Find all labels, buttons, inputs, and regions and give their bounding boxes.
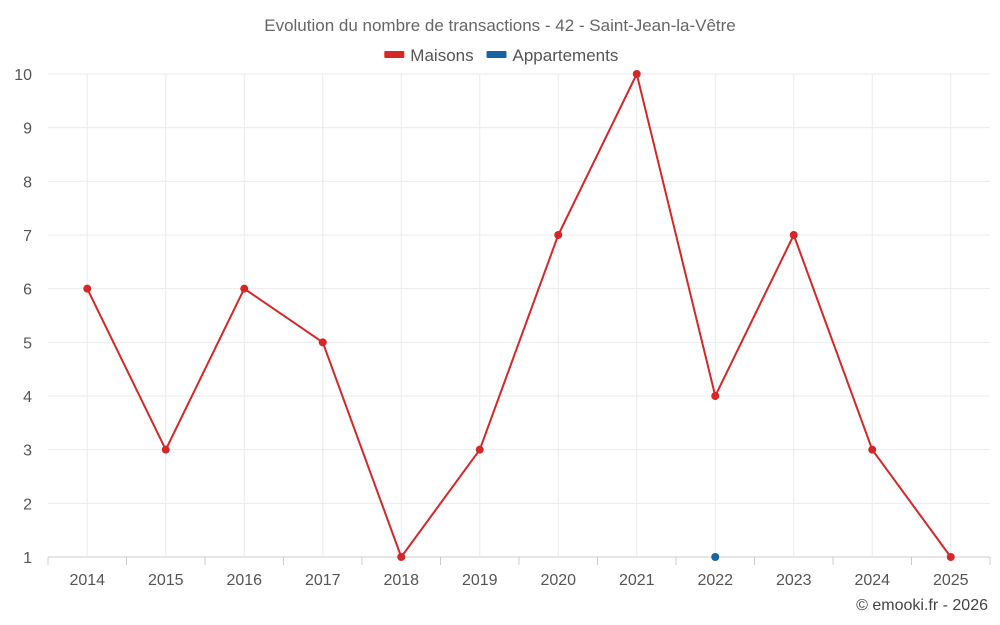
series-layer: [83, 70, 955, 561]
data-point: [711, 553, 720, 561]
y-axis: 1 2 3 4 5 6 7 8 9 10: [14, 67, 32, 567]
x-tick-label: 2019: [462, 572, 498, 589]
x-tick-label: 2014: [69, 572, 105, 589]
x-tick-label: 2023: [776, 572, 812, 589]
x-tick-label: 2015: [148, 572, 184, 589]
y-tick-label: 4: [23, 389, 32, 406]
data-point: [789, 231, 798, 239]
y-tick-label: 8: [23, 174, 32, 191]
x-tick-label: 2017: [305, 572, 341, 589]
data-point: [83, 284, 92, 293]
y-tick-label: 9: [23, 121, 32, 138]
x-tick-label: 2018: [383, 572, 419, 589]
data-point: [632, 70, 641, 78]
y-tick-label: 7: [23, 228, 32, 245]
y-tick-label: 3: [23, 443, 32, 460]
series-line-0: [86, 73, 952, 558]
data-point: [946, 553, 955, 561]
credit-text: © emooki.fr - 2026: [856, 597, 988, 614]
data-point: [240, 284, 249, 293]
grid-lines: [47, 73, 991, 565]
data-point: [711, 392, 720, 400]
chart-title: Evolution du nombre de transactions - 42…: [264, 16, 736, 35]
legend-swatch: [486, 51, 507, 58]
x-tick-label: 2022: [697, 572, 733, 589]
data-point: [161, 445, 170, 454]
legend-label: Maisons: [410, 46, 473, 65]
y-tick-label: 2: [23, 496, 32, 513]
data-point: [868, 445, 877, 454]
y-tick-label: 1: [23, 550, 32, 567]
data-point: [475, 445, 484, 454]
x-tick-label: 2020: [540, 572, 576, 589]
legend: Maisons Appartements: [384, 46, 618, 65]
x-tick-label: 2016: [226, 572, 262, 589]
x-tick-label: 2021: [619, 572, 655, 589]
data-point: [318, 338, 327, 347]
x-tick-label: 2025: [933, 572, 969, 589]
legend-swatch: [384, 51, 405, 58]
y-tick-label: 10: [14, 67, 32, 84]
data-point: [397, 553, 406, 561]
x-axis: 2014 2015 2016 2017 2018 2019 2020 2021 2022 2023…: [69, 572, 968, 589]
y-tick-label: 5: [23, 335, 32, 352]
legend-label: Appartements: [513, 46, 619, 65]
data-point: [554, 231, 563, 239]
x-tick-label: 2024: [854, 572, 890, 589]
y-tick-label: 6: [23, 282, 32, 299]
